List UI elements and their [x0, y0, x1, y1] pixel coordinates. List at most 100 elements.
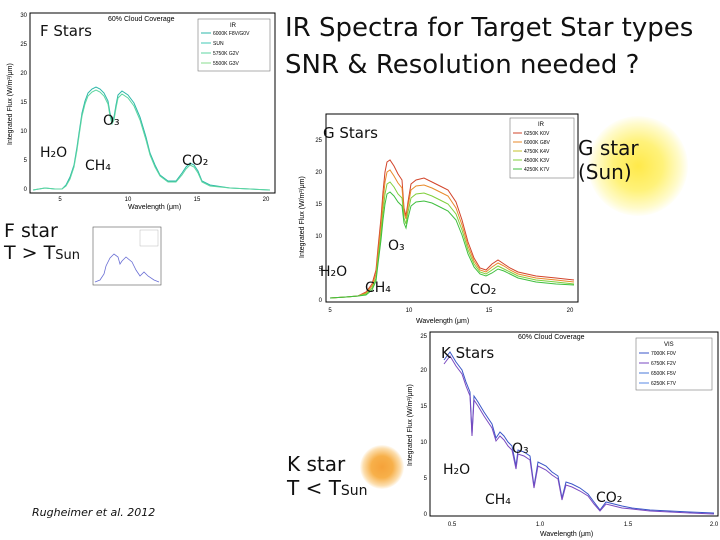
- f-co2-label: CO₂: [182, 153, 209, 169]
- g-stars-spectrum-plot: Integrated Flux (W/m²/μm) Wavelength (μm…: [299, 113, 579, 325]
- f-star-sub: Sun: [55, 248, 80, 263]
- k-o3-label: O₃: [512, 441, 529, 457]
- f-star-inset-plot: [92, 226, 162, 286]
- g-stars-label: G Stars: [323, 124, 378, 142]
- k-star-label: K star T < TSun: [287, 452, 368, 503]
- g-series-line: [329, 191, 575, 299]
- k-star-sub: Sun: [340, 483, 368, 499]
- f-legend-title: IR: [230, 23, 237, 29]
- g-series-line: [329, 159, 575, 299]
- f-ytick: 15: [20, 100, 27, 106]
- g-ytick: 10: [315, 234, 322, 240]
- k-ytick: 0: [424, 512, 428, 518]
- g-xlabel: Wavelength (μm): [416, 318, 469, 325]
- f-series-line: [32, 89, 271, 191]
- g-ylabel: Integrated Flux (W/m²/μm): [299, 176, 306, 258]
- k-h2o-label: H₂O: [443, 462, 471, 478]
- k-ytick: 25: [420, 334, 427, 340]
- g-ytick: 15: [315, 202, 322, 208]
- f-xtick: 10: [125, 197, 132, 203]
- k-stars-spectrum-plot: 60% Cloud Coverage Integrated Flux (W/m²…: [407, 331, 719, 538]
- k-legend-item: 6750K F2V: [651, 361, 677, 367]
- k-xtick: 1.5: [624, 522, 633, 528]
- title-line-1: IR Spectra for Target Star types: [285, 13, 694, 43]
- f-legend-item: 6000K F8V/G0V: [213, 31, 250, 37]
- f-ch4-label: CH₄: [85, 158, 111, 174]
- g-ytick: 0: [319, 298, 323, 304]
- f-ytick: 25: [20, 42, 27, 48]
- k-legend: VIS 7000K F0V 6750K F2V 6500K F5V 6250K …: [635, 337, 713, 391]
- g-star-label-line1: G star: [578, 136, 639, 160]
- f-xtick: 20: [263, 197, 270, 203]
- g-ytick: 5: [319, 267, 323, 273]
- g-series-line: [329, 181, 575, 299]
- k-star-label-line2: T < TSun: [287, 476, 368, 503]
- f-h2o-label: H₂O: [40, 145, 68, 161]
- f-plot-frame: [29, 12, 276, 194]
- f-legend: IR 6000K F8V/G0V SUN 5750K G2V 5500K G3V: [197, 18, 271, 72]
- f-star-label-line1: F star: [4, 220, 58, 242]
- f-star-label-line2: T > TSun: [4, 242, 80, 267]
- k-legend-item: 7000K F0V: [651, 351, 677, 357]
- f-ylabel: Integrated Flux (W/m²/μm): [7, 63, 14, 145]
- g-ch4-label: CH₄: [365, 280, 391, 296]
- title-line-2: SNR & Resolution needed ?: [285, 50, 640, 80]
- k-xtick: 2.0: [710, 522, 719, 528]
- f-xtick: 15: [194, 197, 201, 203]
- g-xtick: 5: [328, 308, 332, 314]
- g-legend: IR 6250K K0V 6000K G8V 4750K K4V 4500K K…: [509, 117, 575, 179]
- f-xlabel: Wavelength (μm): [128, 204, 181, 211]
- k-ylabel: Integrated Flux (W/m²/μm): [407, 384, 414, 466]
- f-star-temp-text: T > T: [4, 242, 56, 264]
- k-legend-title: VIS: [664, 342, 674, 348]
- k-star-label-line1: K star: [287, 452, 346, 476]
- g-legend-title: IR: [538, 122, 545, 128]
- f-xtick: 5: [58, 197, 62, 203]
- k-star-temp-text: T < T: [287, 476, 341, 500]
- f-ytick: 0: [24, 187, 28, 193]
- f-ytick: 5: [24, 158, 28, 164]
- k-ytick: 15: [420, 404, 427, 410]
- f-ytick: 10: [20, 129, 27, 135]
- g-star-label: G star (Sun): [578, 136, 639, 184]
- g-xtick: 10: [406, 308, 413, 314]
- k-legend-item: 6250K F7V: [651, 381, 677, 387]
- g-xtick: 15: [486, 308, 493, 314]
- sun-star-icon: [588, 116, 688, 216]
- k-xlabel: Wavelength (μm): [540, 531, 593, 538]
- f-ytick: 20: [20, 71, 27, 77]
- k-ytick: 5: [424, 476, 428, 482]
- f-legend-item: SUN: [213, 41, 224, 47]
- f-stars-spectrum-plot: 60% Cloud Coverage Integrated Flux (W/m²…: [7, 12, 276, 211]
- f-cloud-label: 60% Cloud Coverage: [108, 16, 175, 23]
- k-star-icon: [360, 445, 404, 489]
- f-series-line: [32, 86, 271, 191]
- f-legend-item: 5750K G2V: [213, 51, 240, 57]
- f-legend-item: 5500K G3V: [213, 61, 240, 67]
- k-xtick: 1.0: [536, 522, 545, 528]
- f-star-label: F star T > TSun: [4, 220, 80, 267]
- k-plot-frame: [429, 331, 719, 517]
- k-xtick: 0.5: [448, 522, 457, 528]
- g-xtick: 20: [567, 308, 574, 314]
- g-ytick: 20: [315, 170, 322, 176]
- k-ytick: 10: [420, 440, 427, 446]
- g-series-line: [329, 169, 575, 299]
- g-legend-item: 6000K G8V: [524, 140, 551, 146]
- k-legend-item: 6500K F5V: [651, 371, 677, 377]
- g-o3-label: O₃: [388, 238, 405, 254]
- k-ytick: 20: [420, 368, 427, 374]
- f-ytick: 30: [20, 13, 27, 19]
- k-series-line: [443, 355, 715, 515]
- slide-title: IR Spectra for Target Star types SNR & R…: [285, 10, 715, 84]
- k-ch4-label: CH₄: [485, 492, 511, 508]
- g-star-label-line2: (Sun): [578, 160, 632, 184]
- k-co2-label: CO₂: [596, 490, 623, 506]
- g-legend-item: 6250K K0V: [524, 131, 550, 137]
- g-co2-label: CO₂: [470, 282, 497, 298]
- g-legend-item: 4750K K4V: [524, 149, 550, 155]
- g-legend-item: 4250K K7V: [524, 167, 550, 173]
- f-stars-label: F Stars: [40, 22, 92, 40]
- k-cloud-label: 60% Cloud Coverage: [518, 334, 585, 341]
- g-h2o-label: H₂O: [320, 264, 348, 280]
